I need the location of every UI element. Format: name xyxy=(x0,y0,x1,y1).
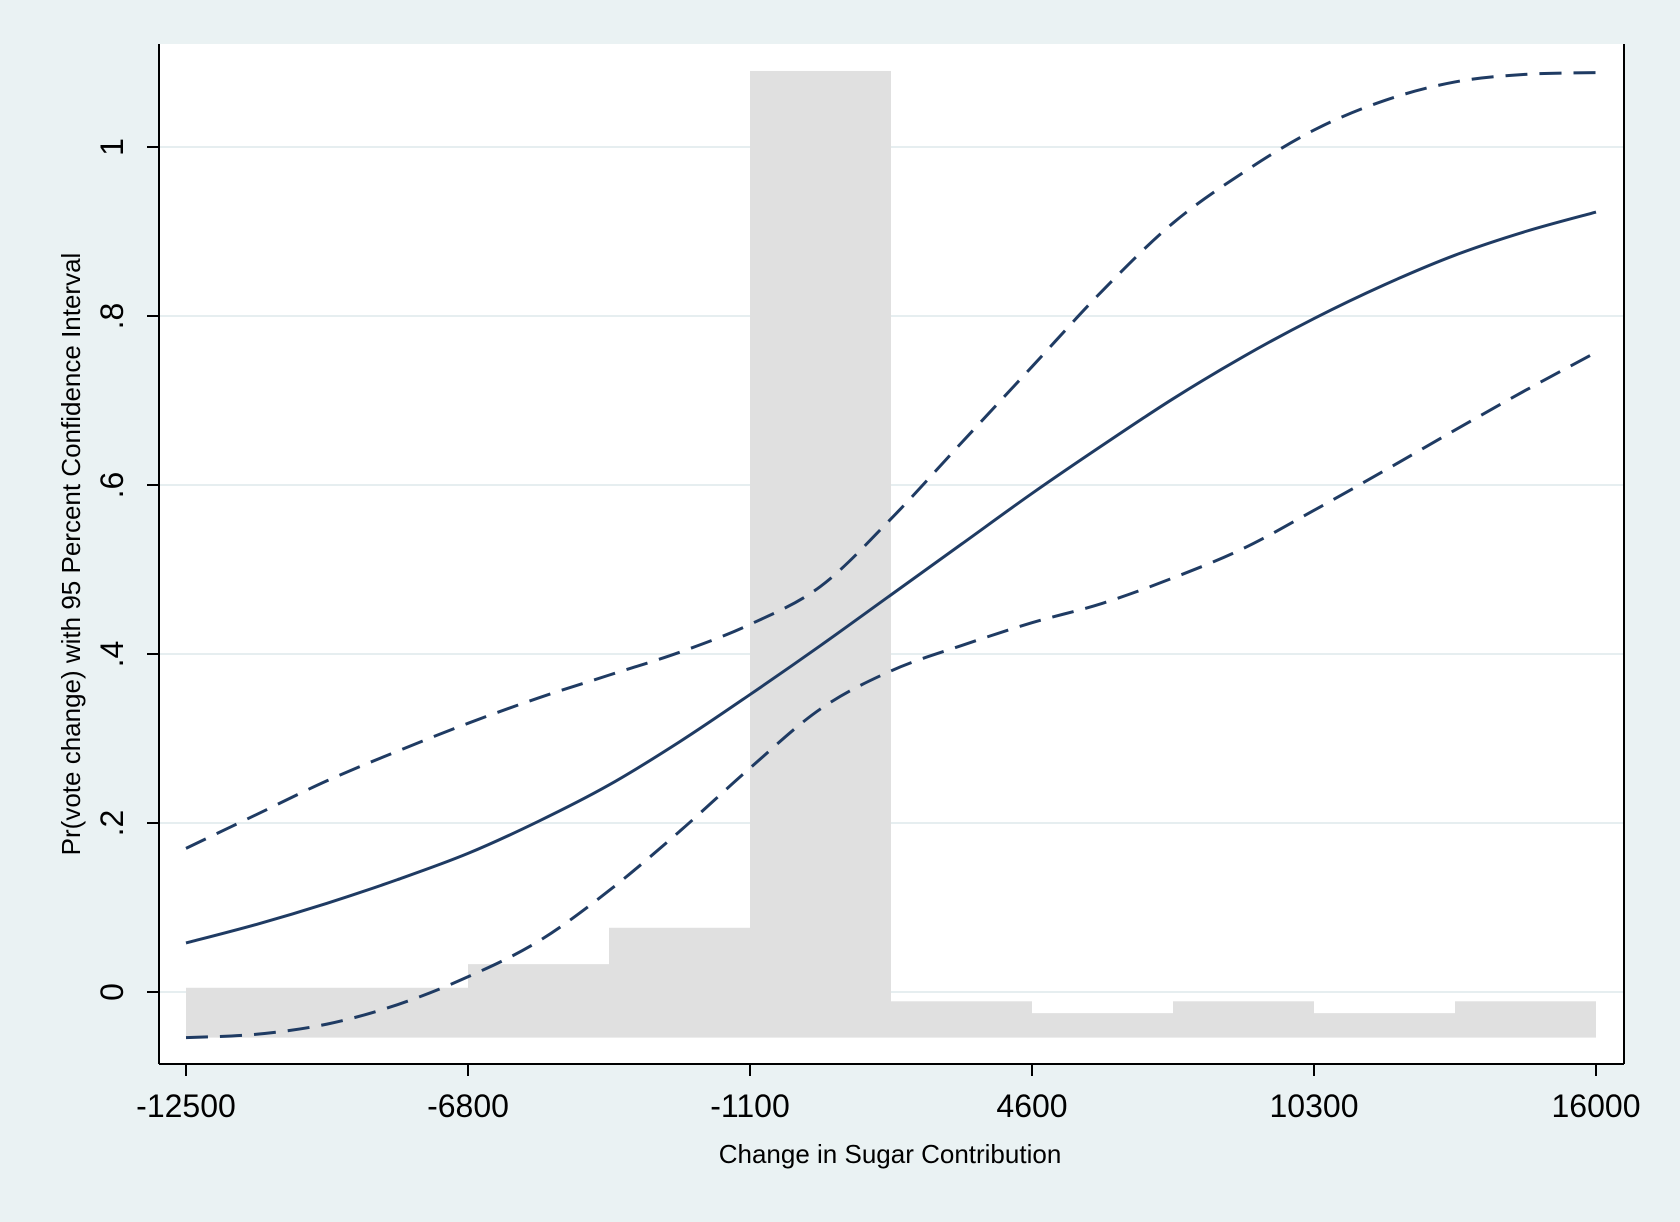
histogram-bar-8 xyxy=(1455,1001,1596,1038)
x-axis-title: Change in Sugar Contribution xyxy=(719,1139,1062,1169)
y-tick-label-4: .8 xyxy=(94,303,130,330)
histogram-bar-6 xyxy=(1173,1001,1314,1038)
y-tick-label-0: 0 xyxy=(94,983,130,1001)
histogram-bar-5 xyxy=(1032,1013,1173,1038)
y-tick-label-5: 1 xyxy=(94,138,130,156)
y-axis-title: Pr(vote change) with 95 Percent Confiden… xyxy=(56,253,86,856)
x-tick-label-4: 10300 xyxy=(1270,1088,1359,1124)
y-tick-label-3: .6 xyxy=(94,472,130,499)
x-tick-label-5: 16000 xyxy=(1552,1088,1641,1124)
x-tick-label-3: 4600 xyxy=(996,1088,1067,1124)
x-tick-label-1: -6800 xyxy=(427,1088,509,1124)
y-tick-label-1: .2 xyxy=(94,810,130,837)
histogram-bar-7 xyxy=(1314,1013,1455,1038)
histogram-bar-3 xyxy=(750,70,891,1038)
y-tick-label-2: .4 xyxy=(94,641,130,668)
axes: -12500 -6800 -1100 4600 10300 16000 0 .2 .4 .6 .8 1 xyxy=(94,44,1640,1124)
histogram-bar-1 xyxy=(468,964,609,1038)
x-tick-label-0: -12500 xyxy=(136,1088,236,1124)
x-tick-label-2: -1100 xyxy=(710,1088,789,1124)
upper-ci-line xyxy=(185,71,1597,850)
predicted-probability-line xyxy=(185,210,1597,945)
histogram-bar-2 xyxy=(609,927,750,1038)
plot-area xyxy=(159,44,1624,1064)
lower-ci-line xyxy=(185,351,1597,1040)
histogram-bar-4 xyxy=(891,1001,1032,1038)
series-lines xyxy=(185,71,1597,1040)
